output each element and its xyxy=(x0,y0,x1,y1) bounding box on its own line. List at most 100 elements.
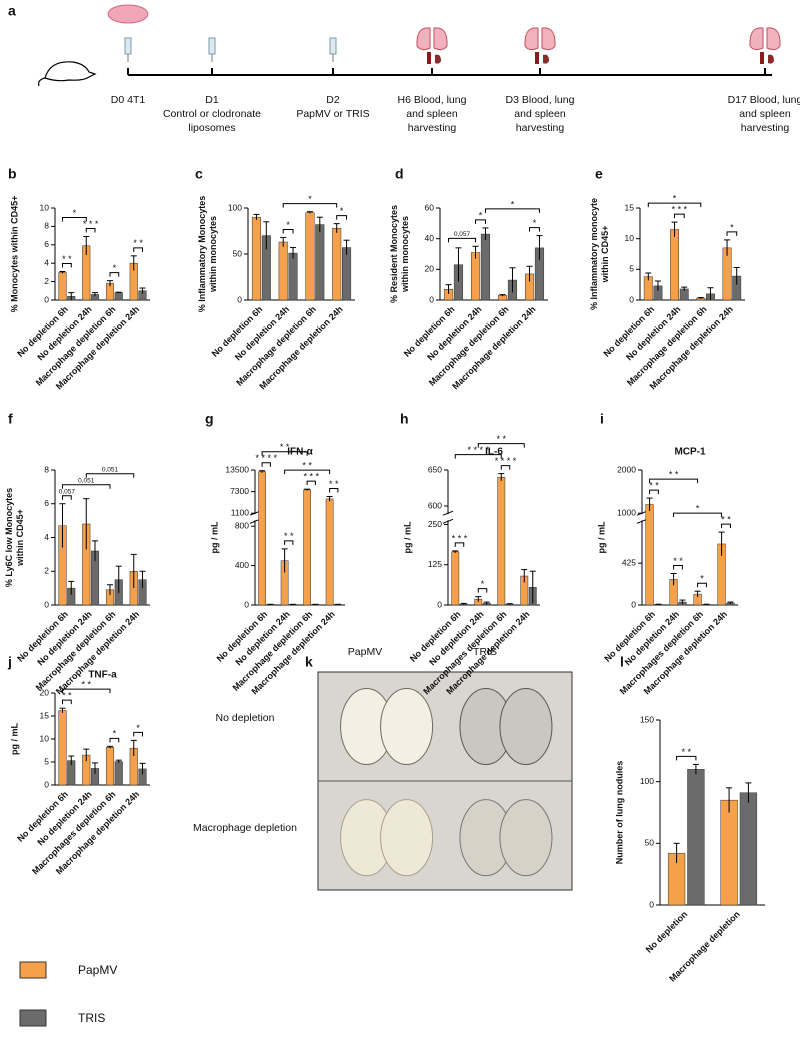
chart-title: IL-6 xyxy=(485,447,503,458)
y-axis-label: pg / mL xyxy=(596,521,606,553)
significance-label: 0,057 xyxy=(454,231,471,238)
y-tick-label: 6 xyxy=(44,498,49,508)
significance-label: * * * * xyxy=(495,456,517,466)
y-tick-label: 1000 xyxy=(617,507,636,517)
significance-label: * xyxy=(113,263,117,273)
lung-icon xyxy=(524,27,556,51)
timeline-label: PapMV or TRIS xyxy=(296,108,369,120)
error-bar xyxy=(139,570,146,589)
axis-break xyxy=(250,514,260,521)
error-bar xyxy=(673,842,680,864)
error-bar xyxy=(68,580,75,595)
error-bar xyxy=(645,272,652,281)
error-bar xyxy=(703,603,710,605)
timeline-label: D2 xyxy=(326,94,340,106)
error-bar xyxy=(59,270,66,274)
mouse-icon xyxy=(38,61,97,87)
y-tick-label: 20 xyxy=(40,687,50,697)
bar xyxy=(114,292,123,301)
significance-bracket xyxy=(721,523,731,529)
significance-label: * xyxy=(730,222,734,232)
y-tick-label: 2 xyxy=(44,276,49,286)
y-tick-label: 50 xyxy=(233,248,243,258)
bar xyxy=(332,227,342,301)
axis-break-mark xyxy=(636,518,648,524)
significance-bracket xyxy=(673,512,723,518)
y-tick-label: 100 xyxy=(640,776,654,786)
significance-label: * xyxy=(696,504,700,514)
error-bar xyxy=(526,265,533,282)
significance-bracket xyxy=(500,465,511,470)
significance-bracket xyxy=(133,731,143,737)
bar xyxy=(288,252,298,301)
timeline-label: liposomes xyxy=(188,122,235,134)
significance-bracket xyxy=(109,737,120,743)
timeline-label: H6 Blood, lung xyxy=(398,94,467,106)
syringe-icon xyxy=(124,37,132,55)
bar xyxy=(303,489,311,606)
axis-break-mark xyxy=(636,510,648,516)
significance-label: * xyxy=(73,208,77,218)
significance-bracket xyxy=(133,247,143,252)
error-bar xyxy=(115,759,122,763)
error-bar xyxy=(68,755,75,766)
significance-bracket xyxy=(62,484,111,489)
lung-photo xyxy=(499,799,553,877)
error-bar xyxy=(91,762,98,774)
significance-bracket xyxy=(62,495,72,500)
bar xyxy=(305,212,315,301)
error-bar xyxy=(670,572,677,586)
error-bar xyxy=(655,603,662,605)
significance-bracket xyxy=(306,480,316,486)
significance-label: 0,051 xyxy=(78,477,95,484)
bar xyxy=(480,233,491,301)
y-tick-label: 10 xyxy=(625,233,635,243)
panel-letter: b xyxy=(8,166,17,182)
significance-bracket xyxy=(261,451,308,456)
error-bar xyxy=(679,599,686,605)
error-bar xyxy=(115,291,122,294)
panel-letter: h xyxy=(400,411,409,427)
y-tick-label: 0 xyxy=(629,294,634,304)
syringe-icon xyxy=(329,37,337,55)
significance-bracket xyxy=(282,203,338,208)
error-bar xyxy=(733,266,740,285)
significance-bracket xyxy=(284,469,331,475)
spleen-icon xyxy=(543,54,549,64)
error-bar xyxy=(506,603,513,605)
error-bar xyxy=(91,292,98,297)
significance-label: * * * xyxy=(672,204,688,214)
y-axis-label: Number of lung nodules xyxy=(614,761,624,865)
timeline-label: D0 4T1 xyxy=(111,94,146,106)
error-bar xyxy=(115,565,122,594)
y-tick-label: 0 xyxy=(649,899,654,909)
bar xyxy=(325,498,334,606)
y-tick-label: 8 xyxy=(44,464,49,474)
error-bar xyxy=(304,488,311,491)
significance-bracket xyxy=(647,202,702,208)
error-bar xyxy=(306,211,313,214)
significance-label: * * xyxy=(62,691,72,701)
error-bar xyxy=(290,247,297,259)
panel-letter: c xyxy=(195,166,203,182)
timeline-label: harvesting xyxy=(408,122,457,134)
panel-letter: e xyxy=(595,166,603,182)
significance-bracket xyxy=(649,489,659,495)
timeline-label: and spleen xyxy=(514,108,566,120)
timeline-label: harvesting xyxy=(516,122,565,134)
error-bar xyxy=(483,601,490,605)
y-tick-label: 650 xyxy=(428,464,442,474)
y-tick-label: 425 xyxy=(622,557,636,567)
error-bar xyxy=(280,236,287,247)
error-bar xyxy=(671,221,678,237)
y-tick-label: 250 xyxy=(428,519,442,529)
axis-break-mark xyxy=(442,510,454,516)
significance-bracket xyxy=(697,582,707,588)
y-tick-label: 7300 xyxy=(230,486,249,496)
error-bar xyxy=(259,470,266,473)
significance-label: * xyxy=(286,220,290,230)
significance-bracket xyxy=(62,688,111,694)
significance-bracket xyxy=(726,231,738,236)
timeline-label: and spleen xyxy=(406,108,458,120)
